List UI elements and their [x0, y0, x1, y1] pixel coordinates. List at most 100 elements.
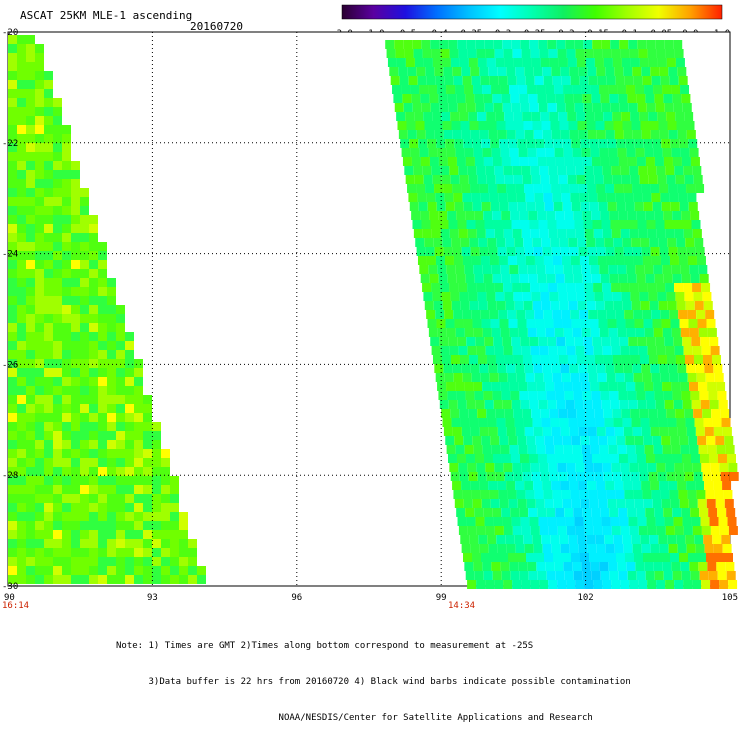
- data-cell: [26, 287, 35, 296]
- data-cell: [401, 85, 411, 94]
- data-cell: [116, 314, 125, 323]
- data-cell: [17, 161, 26, 170]
- data-cell: [44, 116, 53, 125]
- data-cell: [422, 166, 432, 175]
- y-tick-label: -30: [2, 582, 18, 592]
- data-cell: [632, 247, 642, 256]
- data-cell: [597, 373, 607, 382]
- data-cell: [405, 112, 415, 121]
- data-cell: [562, 202, 572, 211]
- data-cell: [622, 301, 632, 310]
- data-cell: [624, 76, 634, 85]
- data-cell: [107, 548, 116, 557]
- data-cell: [472, 319, 482, 328]
- data-cell: [637, 220, 647, 229]
- data-cell: [493, 400, 503, 409]
- data-cell: [143, 548, 152, 557]
- data-cell: [669, 193, 679, 202]
- data-cell: [490, 319, 500, 328]
- data-cell: [650, 481, 660, 490]
- data-cell: [520, 103, 530, 112]
- data-cell: [448, 40, 458, 49]
- data-cell: [632, 184, 642, 193]
- data-cell: [676, 238, 686, 247]
- data-cell: [661, 202, 671, 211]
- data-cell: [467, 166, 477, 175]
- data-cell: [469, 535, 479, 544]
- data-cell: [440, 49, 450, 58]
- data-cell: [498, 490, 508, 499]
- data-cell: [709, 400, 719, 409]
- data-cell: [575, 526, 585, 535]
- data-cell: [26, 449, 35, 458]
- data-cell: [26, 152, 35, 161]
- data-cell: [489, 76, 499, 85]
- data-cell: [134, 548, 143, 557]
- data-cell: [443, 247, 453, 256]
- data-cell: [570, 193, 580, 202]
- data-cell: [530, 229, 540, 238]
- data-cell: [452, 427, 462, 436]
- data-cell: [8, 404, 17, 413]
- data-cell: [412, 40, 422, 49]
- data-cell: [599, 148, 609, 157]
- data-cell: [533, 130, 543, 139]
- data-cell: [53, 530, 62, 539]
- data-cell: [510, 571, 520, 580]
- data-cell: [545, 562, 555, 571]
- data-cell: [615, 553, 625, 562]
- data-cell: [8, 152, 17, 161]
- data-cell: [719, 526, 729, 535]
- data-cell: [492, 94, 502, 103]
- data-cell: [542, 67, 552, 76]
- data-cell: [671, 328, 681, 337]
- data-cell: [491, 445, 501, 454]
- data-cell: [89, 251, 98, 260]
- data-cell: [8, 539, 17, 548]
- data-cell: [197, 575, 206, 584]
- data-cell: [17, 179, 26, 188]
- data-cell: [707, 382, 717, 391]
- data-cell: [107, 440, 116, 449]
- data-cell: [612, 58, 622, 67]
- data-cell: [53, 143, 62, 152]
- data-cell: [595, 121, 605, 130]
- data-cell: [601, 40, 611, 49]
- data-cell: [498, 310, 508, 319]
- data-cell: [485, 49, 495, 58]
- data-cell: [474, 211, 484, 220]
- data-cell: [629, 526, 639, 535]
- data-cell: [71, 431, 80, 440]
- data-cell: [515, 247, 525, 256]
- data-cell: [629, 166, 639, 175]
- data-cell: [563, 562, 573, 571]
- data-cell: [80, 242, 89, 251]
- data-cell: [516, 193, 526, 202]
- data-cell: [670, 139, 680, 148]
- data-cell: [464, 148, 474, 157]
- data-cell: [548, 283, 558, 292]
- data-cell: [134, 413, 143, 422]
- data-cell: [433, 238, 443, 247]
- data-cell: [563, 85, 573, 94]
- data-cell: [44, 278, 53, 287]
- data-cell: [53, 278, 62, 287]
- data-cell: [646, 400, 656, 409]
- data-cell: [651, 256, 661, 265]
- data-cell: [540, 355, 550, 364]
- data-cell: [532, 418, 542, 427]
- data-cell: [685, 121, 695, 130]
- data-cell: [26, 503, 35, 512]
- data-cell: [545, 382, 555, 391]
- data-cell: [481, 202, 491, 211]
- data-cell: [8, 35, 17, 44]
- data-cell: [617, 562, 627, 571]
- data-cell: [98, 566, 107, 575]
- data-cell: [53, 566, 62, 575]
- data-cell: [26, 89, 35, 98]
- data-cell: [450, 472, 460, 481]
- data-cell: [662, 265, 672, 274]
- data-cell: [503, 166, 513, 175]
- data-cell: [125, 575, 134, 584]
- data-cell: [596, 184, 606, 193]
